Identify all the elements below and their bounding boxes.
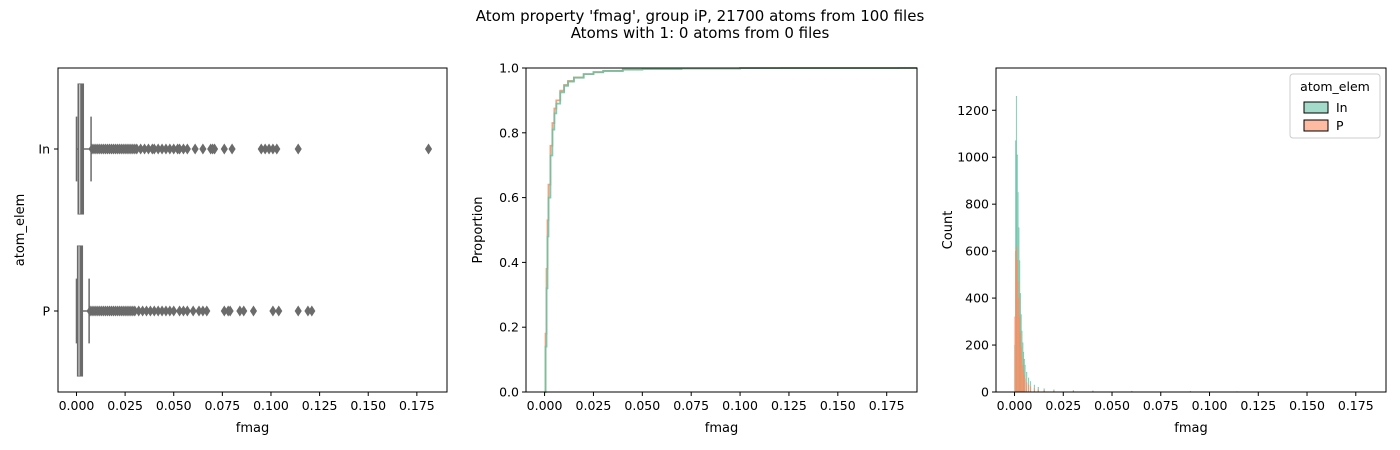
- hist-bar: [1029, 386, 1032, 393]
- outlier-point: [203, 305, 211, 317]
- hist-bar: [1028, 384, 1030, 393]
- outlier-point: [199, 143, 207, 155]
- outlier-point: [308, 305, 316, 317]
- x-tick-label: 0.100: [253, 398, 289, 413]
- x-tick-label: 0.000: [59, 398, 95, 413]
- x-tick-label: 0.050: [156, 398, 192, 413]
- x-tick-label: 0.175: [1338, 398, 1374, 413]
- boxplot-panel: In P 0.000 0.025 0.050 0.075 0.100 0.125 0.150 0.…: [13, 67, 448, 436]
- outlier-point: [183, 305, 191, 317]
- y-tick-label: 0.0: [499, 385, 519, 400]
- y-axis-label: atom_elem: [13, 194, 28, 266]
- x-tick-label: 0.175: [399, 398, 435, 413]
- outlier-point: [249, 305, 258, 317]
- x-tick-label: 0.075: [673, 398, 709, 413]
- outlier-point: [226, 305, 234, 317]
- y-tick-label: 400: [965, 291, 989, 306]
- ecdf-panel: 0.000 0.025 0.050 0.075 0.100 0.125 0.150 0.175…: [471, 61, 918, 436]
- box-iqr: [77, 83, 85, 215]
- box-P: [75, 245, 316, 377]
- outlier-point: [189, 305, 197, 317]
- y-tick-label: 1200: [957, 103, 989, 118]
- x-tick-label: 0.075: [204, 398, 240, 413]
- figure-title-line1: Atom property 'fmag', group iP, 21700 at…: [476, 7, 925, 25]
- legend-title: atom_elem: [1300, 79, 1370, 94]
- x-tick-label: 0.075: [1143, 398, 1179, 413]
- x-tick-label: 0.150: [820, 398, 856, 413]
- x-tick-label: 0.175: [869, 398, 905, 413]
- hist-series-P: [1014, 246, 1252, 393]
- ecdf-line-P: [544, 67, 917, 393]
- hist-bar: [1026, 382, 1028, 393]
- outlier-point: [294, 143, 302, 155]
- y-tick-label: In: [38, 142, 50, 157]
- outlier-point: [211, 143, 219, 155]
- x-tick-label: 0.025: [1045, 398, 1081, 413]
- legend-label-P: P: [1336, 118, 1344, 133]
- outlier-point: [228, 143, 236, 155]
- hist-series-In: [1014, 96, 1369, 393]
- y-tick-label: 1000: [957, 150, 989, 165]
- x-tick-label: 0.125: [1240, 398, 1276, 413]
- x-tick-label: 0.050: [624, 398, 660, 413]
- x-axis-label: fmag: [236, 421, 269, 436]
- y-tick-label: 0: [981, 385, 989, 400]
- x-tick-label: 0.125: [302, 398, 338, 413]
- box-In: [75, 83, 433, 215]
- y-tick-label: 1.0: [499, 61, 519, 76]
- outlier-point: [273, 143, 281, 155]
- x-axis-label: fmag: [1174, 421, 1207, 436]
- outlier-point: [240, 305, 248, 317]
- axes-frame: [525, 67, 918, 393]
- y-tick-label: 200: [965, 338, 989, 353]
- x-tick-label: 0.150: [1289, 398, 1325, 413]
- y-tick-label: 800: [965, 197, 989, 212]
- ecdf-line-In: [544, 67, 917, 393]
- hist-bar: [1024, 378, 1026, 393]
- x-tick-label: 0.125: [771, 398, 807, 413]
- outlier-point: [220, 143, 228, 155]
- figure-title-line2: Atoms with 1: 0 atoms from 0 files: [571, 24, 830, 42]
- outlier-point: [170, 305, 178, 317]
- legend-swatch-In: [1303, 101, 1329, 114]
- axes-frame: [57, 67, 448, 393]
- outlier-point: [294, 305, 302, 317]
- legend: atom_elem In P: [1289, 73, 1381, 139]
- y-tick-label: P: [42, 304, 50, 319]
- x-tick-label: 0.100: [1192, 398, 1228, 413]
- x-axis-label: fmag: [705, 421, 738, 436]
- y-tick-label: 600: [965, 244, 989, 259]
- y-tick-label: 0.4: [499, 255, 519, 270]
- x-tick-label: 0.025: [576, 398, 612, 413]
- x-tick-label: 0.150: [350, 398, 386, 413]
- y-axis-label: Count: [941, 211, 956, 250]
- legend-swatch-P: [1303, 119, 1329, 132]
- y-tick-label: 0.2: [499, 320, 519, 335]
- axes-frame: [995, 67, 1387, 393]
- y-axis-label: Proportion: [471, 196, 486, 263]
- histogram-panel: 0.000 0.025 0.050 0.075 0.100 0.125 0.150 0.175…: [941, 67, 1387, 436]
- hist-bar: [1033, 388, 1035, 393]
- box-iqr: [76, 245, 84, 377]
- outlier-point: [424, 143, 433, 155]
- outlier-point: [191, 143, 199, 155]
- x-tick-label: 0.000: [997, 398, 1033, 413]
- outlier-point: [269, 305, 277, 317]
- outlier-point: [275, 305, 283, 317]
- x-tick-label: 0.000: [527, 398, 563, 413]
- legend-label-In: In: [1336, 100, 1348, 115]
- x-tick-label: 0.100: [722, 398, 758, 413]
- outlier-point: [183, 143, 191, 155]
- x-tick-label: 0.050: [1094, 398, 1130, 413]
- x-tick-label: 0.025: [107, 398, 143, 413]
- y-tick-label: 0.8: [499, 125, 519, 140]
- y-tick-label: 0.6: [499, 190, 519, 205]
